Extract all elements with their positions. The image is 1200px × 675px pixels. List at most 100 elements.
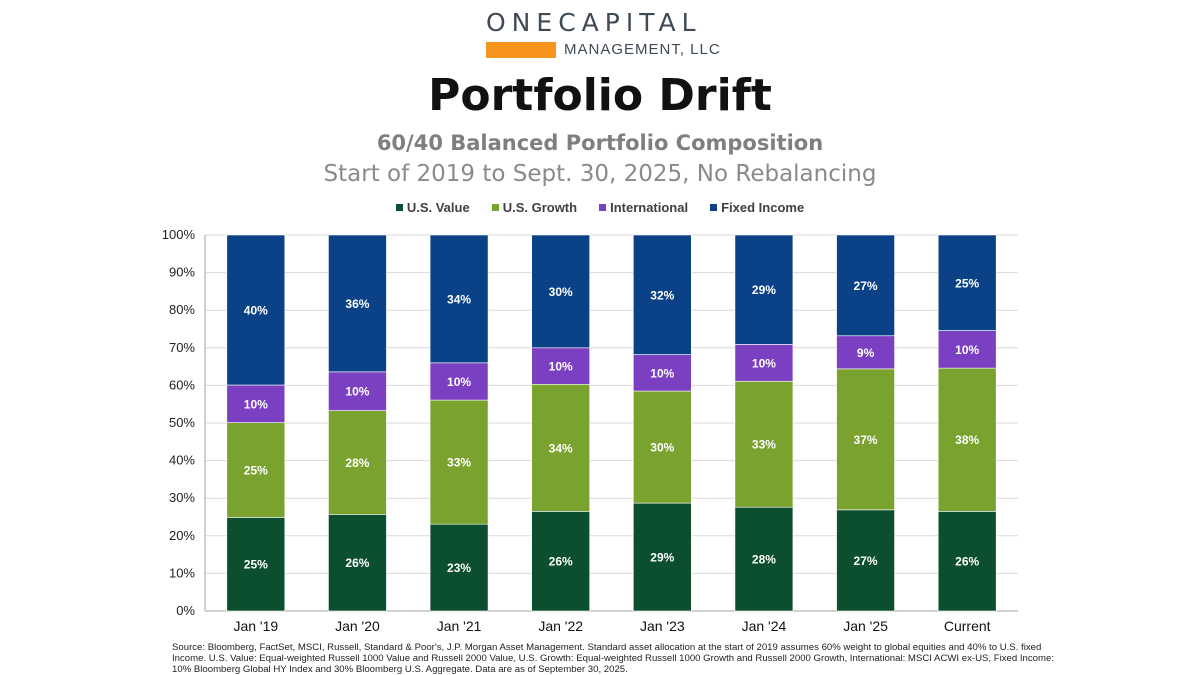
y-tick-label: 70% bbox=[169, 340, 195, 355]
legend-swatch bbox=[395, 204, 403, 211]
y-tick-label: 80% bbox=[169, 302, 195, 317]
company-logo: ONECAPITAL MANAGEMENT, LLC bbox=[486, 8, 720, 58]
data-label: 25% bbox=[244, 464, 268, 478]
legend-item: International bbox=[599, 200, 688, 215]
bar-segment bbox=[937, 330, 997, 369]
bar-segment bbox=[429, 399, 489, 525]
page-title: Portfolio Drift bbox=[428, 70, 772, 121]
data-label: 40% bbox=[244, 304, 268, 318]
data-label: 38% bbox=[955, 433, 979, 447]
bar-segment bbox=[226, 234, 286, 386]
y-tick-label: 0% bbox=[176, 603, 195, 618]
data-label: 27% bbox=[854, 554, 878, 568]
bar-segment bbox=[633, 502, 692, 612]
bar-segment bbox=[734, 506, 794, 612]
data-label: 34% bbox=[447, 292, 471, 306]
data-label: 26% bbox=[955, 555, 979, 569]
x-tick-label: Jan '19 bbox=[233, 618, 278, 634]
logo-name-part2: CAPITAL bbox=[558, 8, 702, 37]
data-label: 29% bbox=[752, 283, 776, 297]
bar-segment bbox=[226, 384, 286, 423]
y-tick-label: 20% bbox=[169, 528, 195, 543]
legend-label: Fixed Income bbox=[721, 200, 805, 215]
y-tick-label: 100% bbox=[162, 227, 196, 242]
logo-name-part1: ONE bbox=[486, 8, 559, 37]
data-label: 30% bbox=[549, 285, 573, 299]
data-label: 37% bbox=[854, 433, 878, 447]
chart-date-range: Start of 2019 to Sept. 30, 2025, No Reba… bbox=[323, 161, 877, 187]
x-tick-label: Current bbox=[944, 618, 991, 634]
bar-segment bbox=[531, 383, 590, 512]
data-label: 33% bbox=[447, 456, 471, 470]
legend-item: U.S. Growth bbox=[491, 200, 578, 215]
bar-segment bbox=[429, 523, 489, 612]
bar-segment bbox=[328, 410, 387, 515]
legend-swatch bbox=[599, 204, 607, 211]
logo-wordmark: ONECAPITAL bbox=[486, 8, 702, 37]
bar-segment bbox=[836, 335, 895, 370]
data-label: 10% bbox=[244, 397, 268, 411]
y-tick-label: 50% bbox=[169, 415, 195, 430]
data-label: 33% bbox=[752, 438, 776, 452]
bar-segment bbox=[429, 234, 489, 364]
bar-segment bbox=[531, 511, 590, 612]
bar-segment bbox=[734, 234, 794, 345]
data-label: 10% bbox=[345, 385, 369, 399]
bar-segment bbox=[633, 390, 692, 504]
bar-segment bbox=[836, 368, 895, 511]
logo-subtitle: MANAGEMENT, LLC bbox=[564, 41, 721, 58]
bar-segment bbox=[531, 347, 590, 385]
y-tick-label: 30% bbox=[169, 490, 195, 505]
legend-label: International bbox=[610, 200, 689, 215]
legend-swatch bbox=[710, 204, 718, 211]
data-label: 10% bbox=[752, 356, 776, 370]
data-label: 32% bbox=[650, 288, 674, 302]
data-label: 28% bbox=[345, 456, 369, 470]
bar-segment bbox=[734, 380, 794, 508]
legend-item: Fixed Income bbox=[710, 200, 804, 215]
data-label: 36% bbox=[345, 297, 369, 311]
bar-segment bbox=[328, 371, 387, 411]
data-label: 34% bbox=[549, 441, 573, 455]
data-label: 10% bbox=[650, 366, 674, 380]
chart-subtitle: 60/40 Balanced Portfolio Composition bbox=[376, 131, 824, 155]
bar-segment bbox=[328, 234, 387, 373]
bar-segment bbox=[937, 367, 997, 512]
chart-legend: U.S. Value U.S. Growth International Fixed … bbox=[0, 200, 1200, 215]
y-tick-label: 10% bbox=[169, 565, 195, 580]
bar-segment bbox=[633, 234, 692, 355]
data-label: 9% bbox=[857, 346, 875, 360]
data-label: 25% bbox=[955, 276, 979, 290]
x-tick-label: Jan '20 bbox=[335, 618, 380, 634]
y-tick-label: 90% bbox=[169, 265, 195, 280]
logo-accent-bar bbox=[486, 42, 556, 58]
bar-segment bbox=[633, 354, 692, 392]
stacked-bar-chart: 0% 10% 20% 30% 40% 50% 60% 70% 80% 90% 100% 25% 25% 1… bbox=[162, 227, 1018, 634]
data-label: 28% bbox=[752, 553, 776, 567]
bar-segment bbox=[531, 234, 590, 349]
legend-swatch bbox=[491, 204, 499, 211]
x-tick-label: Jan '21 bbox=[437, 618, 482, 634]
data-label: 29% bbox=[650, 551, 674, 565]
data-label: 30% bbox=[650, 441, 674, 455]
x-tick-label: Jan '25 bbox=[843, 618, 888, 634]
data-label: 10% bbox=[549, 360, 573, 374]
bar-segment bbox=[429, 362, 489, 401]
data-label: 23% bbox=[447, 561, 471, 575]
bar-segment bbox=[226, 422, 286, 518]
data-label: 25% bbox=[244, 558, 268, 572]
legend-label: U.S. Growth bbox=[502, 200, 578, 215]
bar-segment bbox=[836, 234, 895, 337]
data-label: 10% bbox=[447, 375, 471, 389]
legend-label: U.S. Value bbox=[406, 200, 470, 215]
x-tick-label: Jan '22 bbox=[538, 618, 583, 634]
y-tick-label: 40% bbox=[169, 453, 195, 468]
bar-segment bbox=[937, 511, 997, 612]
legend-item: U.S. Value bbox=[395, 200, 470, 215]
x-tick-label: Jan '23 bbox=[640, 618, 685, 634]
data-label: 27% bbox=[854, 279, 878, 293]
data-label: 26% bbox=[549, 555, 573, 569]
y-tick-label: 60% bbox=[169, 377, 195, 392]
data-label: 26% bbox=[345, 556, 369, 570]
bar-segment bbox=[226, 517, 286, 612]
